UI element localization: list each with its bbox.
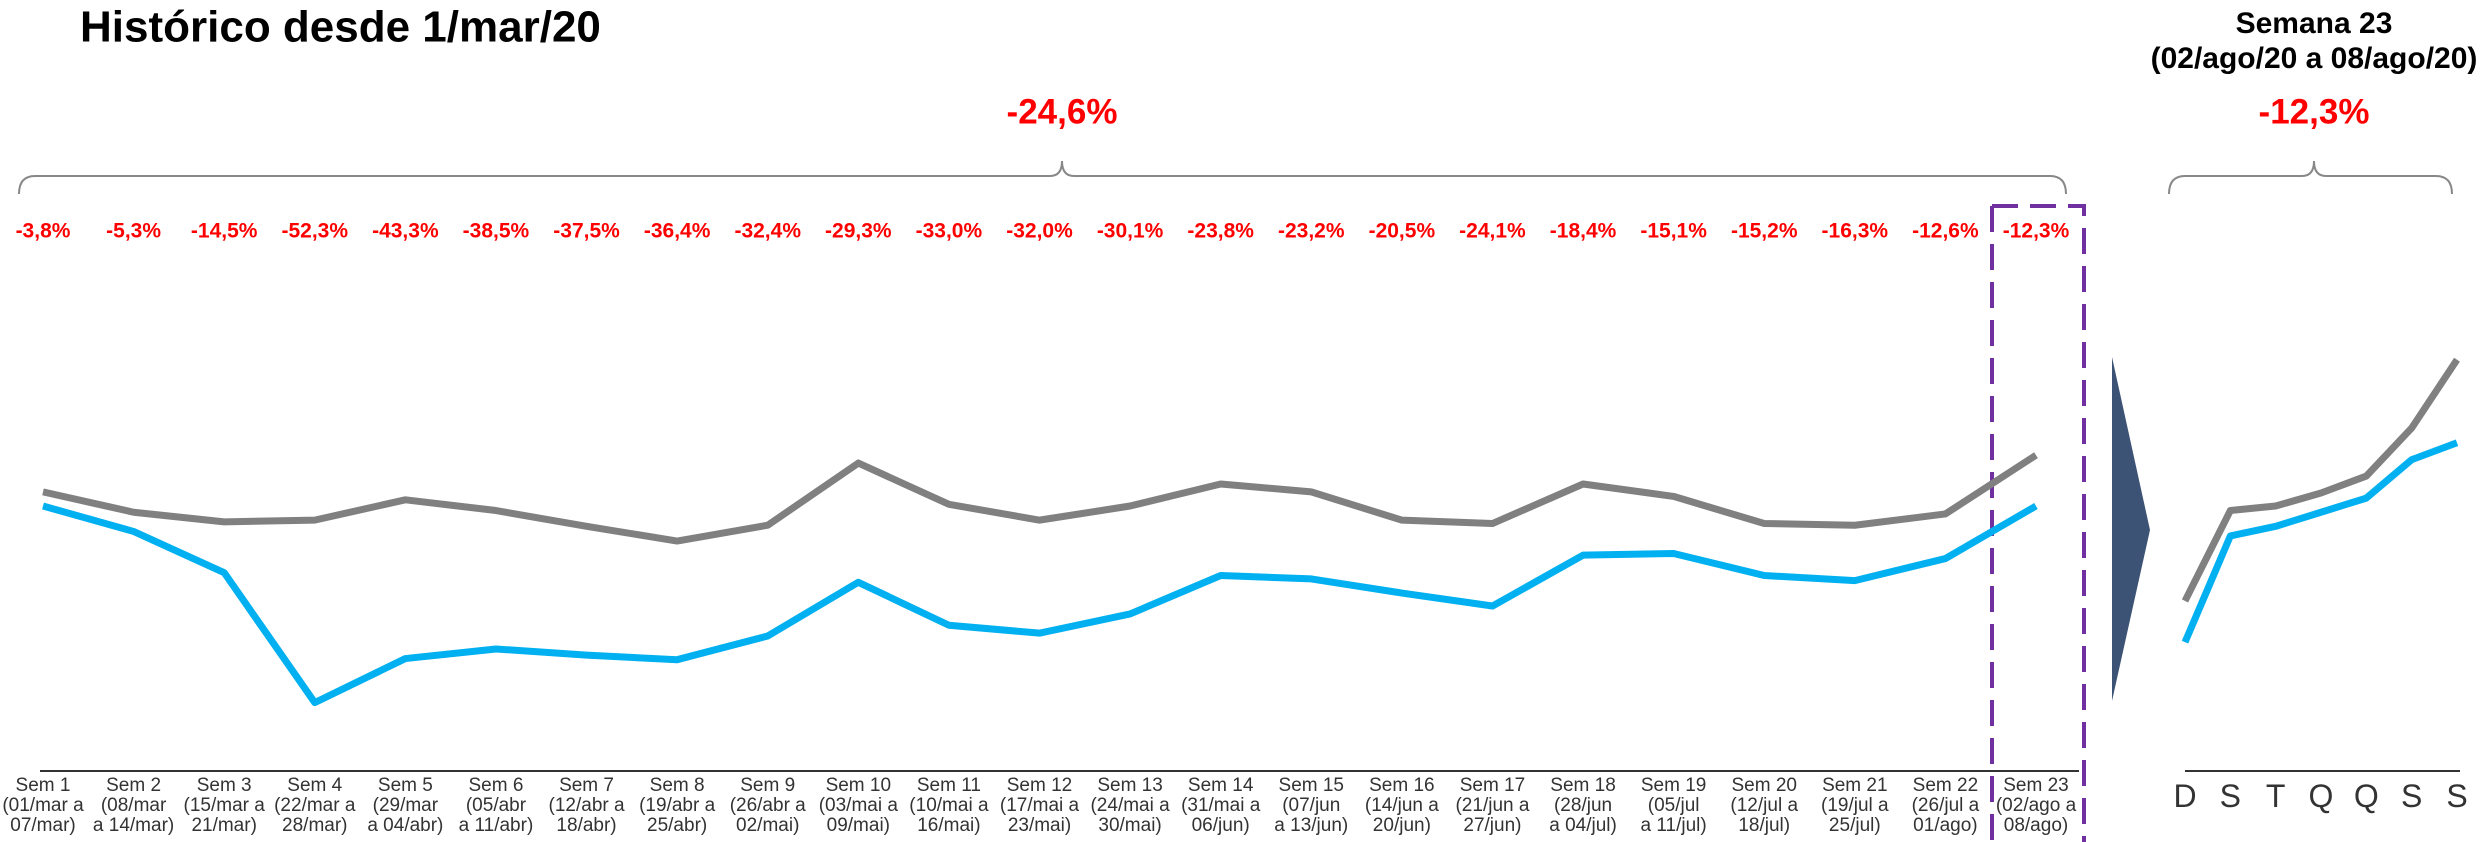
- weekly-change: -12,3%: [2003, 220, 2070, 243]
- x-tick-label: T: [2265, 778, 2286, 814]
- x-tick-label: S: [2219, 778, 2241, 814]
- weekly-change: -14,5%: [191, 220, 258, 243]
- x-tick-label: Sem 8 (19/abr a 25/abr): [639, 775, 716, 836]
- weekly-change: -3,8%: [16, 220, 71, 243]
- series-line: [2181, 357, 2460, 603]
- weekly-change: -29,3%: [825, 220, 892, 243]
- weekly-change: -16,3%: [1822, 220, 1889, 243]
- weekly-change: -23,2%: [1278, 220, 1345, 243]
- x-tick-label: S: [2400, 778, 2423, 814]
- chart-title: Semana 23: [2236, 7, 2393, 40]
- x-tick-label: Sem 18 (28/jun a 04/jul): [1549, 775, 1617, 836]
- brace: [2168, 160, 2453, 195]
- weekly-change: -18,4%: [1550, 220, 1617, 243]
- highlight-box: [1990, 204, 2086, 842]
- weekly-change: -33,0%: [916, 220, 983, 243]
- weekly-change: -37,5%: [553, 220, 620, 243]
- x-tick-label: Sem 10 (03/mai a 09/mai): [818, 775, 898, 836]
- x-tick-label: Sem 23 (02/ago a 08/ago): [1995, 775, 2077, 836]
- x-tick-label: Sem 16 (14/jun a 20/jun): [1364, 775, 1439, 836]
- total-change: -12,3%: [2259, 92, 2370, 131]
- x-tick-label: Q: [2308, 778, 2334, 814]
- weekly-change: -12,6%: [1912, 220, 1979, 243]
- x-tick-label: Sem 3 (15/mar a 21/mar): [183, 775, 265, 836]
- x-tick-label: Sem 22 (26/jul a 01/ago): [1911, 775, 1980, 836]
- weekly-change: -23,8%: [1187, 220, 1254, 243]
- x-tick-label: Sem 11 (10/mai a 16/mai): [909, 775, 989, 836]
- series-line: [42, 502, 2038, 707]
- weekly-change: -15,2%: [1731, 220, 1798, 243]
- x-tick-label: Sem 7 (12/abr a 18/abr): [548, 775, 625, 836]
- weekly-change: -24,1%: [1459, 220, 1526, 243]
- chart-subtitle: (02/ago/20 a 08/ago/20): [2151, 42, 2478, 75]
- x-tick-label: Sem 4 (22/mar a 28/mar): [274, 775, 356, 836]
- x-tick-label: Sem 9 (26/abr a 02/mai): [729, 775, 806, 836]
- x-tick-label: S: [2446, 778, 2468, 814]
- weekly-change: -5,3%: [106, 220, 161, 243]
- x-tick-label: Sem 2 (08/mar a 14/mar): [92, 775, 175, 836]
- series-line: [42, 452, 2038, 545]
- arrow: [2112, 357, 2150, 701]
- x-tick-label: Sem 6 (05/abr a 11/abr): [458, 775, 534, 836]
- series-line: [2181, 439, 2459, 644]
- x-tick-label: Sem 15 (07/jun a 13/jun): [1274, 775, 1349, 836]
- x-tick-label: Sem 12 (17/mai a 23/mai): [999, 775, 1080, 836]
- weekly-change: -36,4%: [644, 220, 711, 243]
- weekly-change: -32,0%: [1006, 220, 1073, 243]
- x-tick-label: Sem 17 (21/jun a 27/jun): [1455, 775, 1530, 836]
- weekly-change: -43,3%: [372, 220, 439, 243]
- x-tick-label: Sem 21 (19/jul a 25/jul): [1821, 775, 1889, 836]
- x-tick-label: Sem 14 (31/mai a 06/jun): [1181, 775, 1261, 836]
- weekly-change: -15,1%: [1640, 220, 1707, 243]
- x-tick-label: D: [2173, 778, 2197, 814]
- x-tick-label: Sem 1 (01/mar a 07/mar): [2, 775, 84, 836]
- weekly-change: -20,5%: [1369, 220, 1436, 243]
- weekly-change: -32,4%: [734, 220, 801, 243]
- brace: [18, 160, 2067, 195]
- x-tick-label: Sem 5 (29/mar a 04/abr): [367, 775, 444, 836]
- weekly-change: -30,1%: [1097, 220, 1164, 243]
- x-tick-label: Q: [2353, 778, 2379, 814]
- x-tick-label: Sem 20 (12/jul a 18/jul): [1730, 775, 1799, 836]
- weekly-change: -38,5%: [463, 220, 530, 243]
- x-tick-label: Sem 13 (24/mai a 30/mai): [1090, 775, 1170, 836]
- x-tick-label: Sem 19 (05/jul a 11/jul): [1640, 775, 1707, 836]
- weekly-change: -52,3%: [281, 220, 348, 243]
- chart-title: Histórico desde 1/mar/20: [80, 3, 601, 52]
- total-change: -24,6%: [1007, 92, 1118, 131]
